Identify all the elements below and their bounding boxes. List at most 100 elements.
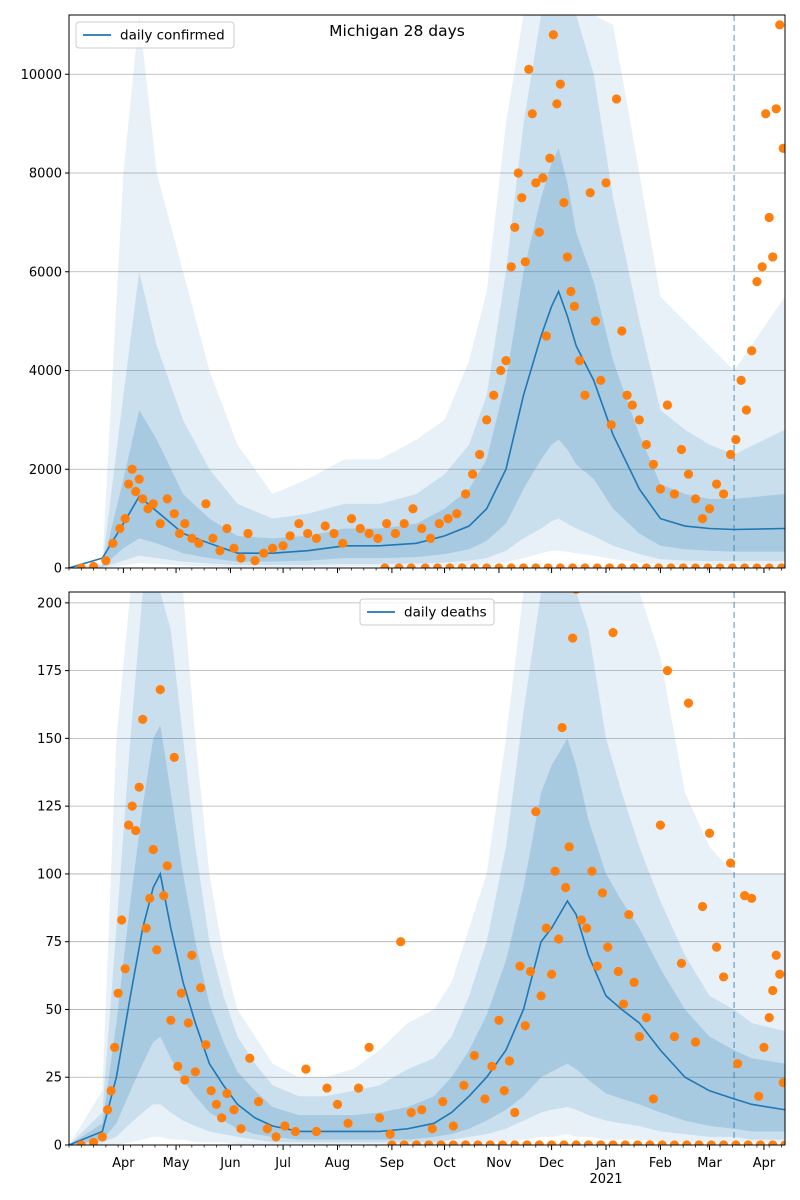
data-point xyxy=(382,518,392,529)
data-point xyxy=(494,1015,504,1025)
data-point xyxy=(711,479,722,489)
zero-data-point xyxy=(394,563,404,568)
data-point xyxy=(534,227,544,237)
zero-data-point xyxy=(518,563,529,568)
data-point xyxy=(346,514,357,524)
data-point xyxy=(506,262,516,272)
data-point xyxy=(332,1099,343,1109)
data-point xyxy=(590,316,601,326)
data-point xyxy=(243,528,253,539)
x-tick-label: Oct xyxy=(433,1156,455,1171)
data-point xyxy=(564,842,574,852)
data-point xyxy=(355,523,365,534)
data-point xyxy=(201,1040,211,1050)
data-point xyxy=(764,212,774,223)
data-point xyxy=(187,950,197,960)
data-point xyxy=(438,1097,448,1107)
zero-data-point xyxy=(432,563,443,568)
data-point xyxy=(417,1105,427,1115)
data-point xyxy=(124,479,134,489)
band-outer xyxy=(69,592,785,1145)
data-point xyxy=(536,991,546,1001)
data-point xyxy=(611,94,622,104)
data-point xyxy=(176,988,186,998)
zero-data-point xyxy=(555,563,565,568)
axes-frame xyxy=(68,591,786,1146)
data-point xyxy=(561,882,571,893)
x-tick-label: Jun xyxy=(219,1156,240,1171)
zero-data-point xyxy=(654,563,664,568)
zero-data-point xyxy=(666,563,676,568)
zero-data-point xyxy=(485,1140,495,1145)
data-point xyxy=(183,1018,193,1028)
data-point xyxy=(562,252,572,262)
zero-data-point xyxy=(445,563,455,568)
data-point xyxy=(504,1056,515,1066)
data-point xyxy=(759,1042,769,1053)
x-tick-label: Apr xyxy=(753,1156,776,1171)
data-point xyxy=(217,1113,227,1123)
data-point xyxy=(138,494,148,504)
data-point xyxy=(624,909,634,920)
data-point xyxy=(662,666,673,676)
data-point xyxy=(524,64,534,74)
data-point xyxy=(267,543,278,553)
data-point xyxy=(778,1078,785,1088)
data-point xyxy=(592,961,602,971)
data-point xyxy=(669,1031,680,1042)
data-point xyxy=(131,825,141,836)
data-point xyxy=(733,1059,743,1069)
data-point xyxy=(725,449,736,460)
data-point xyxy=(513,168,523,178)
data-point xyxy=(613,966,623,977)
zero-data-point xyxy=(740,563,750,568)
y-tick-label: 2000 xyxy=(29,463,62,478)
data-point xyxy=(655,484,666,494)
x-tick-label: Feb xyxy=(649,1156,672,1171)
data-point xyxy=(322,1083,332,1093)
x-tick-label: Mar xyxy=(697,1156,722,1171)
y-tick-label: 8000 xyxy=(29,167,62,182)
band-mid xyxy=(69,15,785,568)
zero-data-point xyxy=(469,563,479,568)
data-point xyxy=(697,514,708,524)
y-tick-label: 75 xyxy=(45,935,62,950)
data-point xyxy=(757,262,767,272)
data-point xyxy=(127,464,137,474)
data-point xyxy=(245,1053,255,1063)
data-point xyxy=(606,420,616,430)
zero-data-point xyxy=(457,563,467,568)
data-point xyxy=(741,405,751,415)
data-point xyxy=(475,449,485,460)
zero-data-point xyxy=(506,563,516,568)
y-tick-label: 125 xyxy=(37,800,62,815)
zero-data-point xyxy=(571,1140,581,1145)
data-point xyxy=(669,489,680,499)
data-point xyxy=(364,528,374,539)
data-point xyxy=(634,1031,644,1042)
data-point xyxy=(76,563,86,568)
data-point xyxy=(480,1094,490,1104)
x-tick-label: Aug xyxy=(325,1156,350,1171)
data-point xyxy=(180,1075,190,1085)
data-point xyxy=(303,528,313,539)
zero-data-point xyxy=(380,563,390,568)
data-point xyxy=(206,1086,216,1096)
data-point xyxy=(597,888,608,898)
data-point xyxy=(648,459,658,469)
data-point xyxy=(417,523,427,534)
y-tick-label: 175 xyxy=(37,664,62,679)
data-point xyxy=(236,553,246,563)
data-point xyxy=(353,1083,364,1093)
data-point xyxy=(115,523,125,534)
data-point xyxy=(190,1067,200,1077)
data-point xyxy=(229,1105,239,1115)
data-point xyxy=(236,1124,246,1134)
data-point xyxy=(280,1121,290,1131)
data-point xyxy=(641,439,651,450)
data-point xyxy=(775,20,785,30)
data-point xyxy=(655,820,666,830)
data-point xyxy=(271,1132,281,1142)
data-point xyxy=(396,937,406,947)
data-point xyxy=(145,893,155,903)
